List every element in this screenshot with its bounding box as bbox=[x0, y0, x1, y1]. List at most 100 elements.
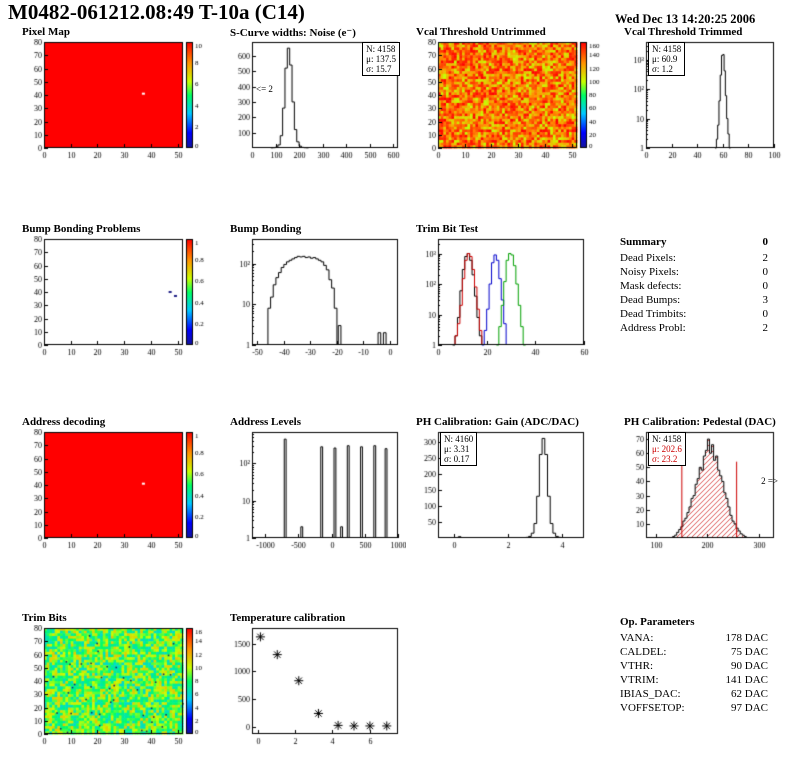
scurve-noise-title: S-Curve widths: Noise (e⁻) bbox=[230, 27, 356, 39]
trim-bits-title: Trim Bits bbox=[22, 612, 67, 624]
summary-label: Dead Trimbits: bbox=[620, 308, 687, 320]
op-parameter-label: VANA: bbox=[620, 632, 654, 644]
stat-sigma: σ: 15.7 bbox=[366, 64, 392, 74]
stat-sigma: σ: 0.17 bbox=[444, 454, 470, 464]
address-decoding-chart: Address decoding bbox=[18, 416, 210, 551]
pixel-map-title: Pixel Map bbox=[22, 26, 70, 38]
ph-gain-chart: PH Calibration: Gain (ADC/DAC) N: 4160 μ… bbox=[412, 416, 592, 551]
summary-panel: Summary 0 Dead Pixels: 2 Noisy Pixels: 0… bbox=[620, 236, 768, 335]
stat-entries: N: 4158 bbox=[366, 44, 396, 54]
summary-label: Noisy Pixels: bbox=[620, 266, 679, 278]
op-parameter-value: 62 DAC bbox=[731, 688, 768, 700]
bump-bonding-chart: Bump Bonding bbox=[226, 223, 406, 358]
bump-bonding-title: Bump Bonding bbox=[230, 223, 302, 235]
address-levels-canvas bbox=[226, 429, 406, 551]
op-parameter-value: 90 DAC bbox=[731, 660, 768, 672]
ph-gain-canvas bbox=[412, 429, 592, 551]
report-timestamp: Wed Dec 13 14:20:25 2006 bbox=[615, 12, 756, 26]
ph-pedestal-chart: PH Calibration: Pedestal (DAC) N: 4158 μ… bbox=[620, 416, 782, 551]
stat-sigma: σ: 1.2 bbox=[652, 64, 673, 74]
page-title: M0482-061212.08:49 T-10a (C14) bbox=[8, 0, 305, 24]
summary-value: 0 bbox=[762, 308, 769, 320]
summary-row: Address Probl: 2 bbox=[620, 321, 768, 335]
op-parameter-value: 75 DAC bbox=[731, 646, 768, 658]
op-parameters-heading-label: Op. Parameters bbox=[620, 616, 695, 628]
summary-value: 2 bbox=[762, 252, 769, 264]
op-parameter-label: VOFFSETOP: bbox=[620, 702, 685, 714]
vcal-trimmed-canvas bbox=[620, 39, 782, 161]
summary-heading-value: 0 bbox=[762, 236, 769, 248]
op-parameter-label: VTRIM: bbox=[620, 674, 659, 686]
op-parameters-panel: Op. Parameters VANA: 178 DAC CALDEL: 75 … bbox=[620, 616, 768, 715]
op-parameter-label: IBIAS_DAC: bbox=[620, 688, 681, 700]
address-decoding-title: Address decoding bbox=[22, 416, 106, 428]
address-levels-chart: Address Levels bbox=[226, 416, 406, 551]
summary-row: Dead Pixels: 2 bbox=[620, 251, 768, 265]
summary-value: 0 bbox=[762, 266, 769, 278]
bump-bonding-canvas bbox=[226, 236, 406, 358]
stat-mean: μ: 202.6 bbox=[652, 444, 682, 454]
stat-mean: μ: 137.5 bbox=[366, 54, 396, 64]
ph-pedestal-title: PH Calibration: Pedestal (DAC) bbox=[624, 416, 776, 428]
trim-bits-canvas bbox=[18, 625, 210, 747]
summary-row: Dead Trimbits: 0 bbox=[620, 307, 768, 321]
stat-mean: μ: 60.9 bbox=[652, 54, 678, 64]
vcal-untrimmed-title: Vcal Threshold Untrimmed bbox=[416, 26, 546, 38]
ph-pedestal-stats-box: N: 4158 μ: 202.6 σ: 23.2 bbox=[648, 432, 686, 466]
summary-row: Dead Bumps: 3 bbox=[620, 293, 768, 307]
stat-entries: N: 4158 bbox=[652, 44, 682, 54]
trim-bit-test-chart: Trim Bit Test bbox=[412, 223, 592, 358]
ph-gain-stats-box: N: 4160 μ: 3.31 σ: 0.17 bbox=[440, 432, 478, 466]
op-parameter-value: 178 DAC bbox=[725, 632, 768, 644]
vcal-trimmed-stats-box: N: 4158 μ: 60.9 σ: 1.2 bbox=[648, 42, 686, 76]
summary-label: Address Probl: bbox=[620, 322, 686, 334]
scurve-stats-box: N: 4158 μ: 137.5 σ: 15.7 bbox=[362, 42, 400, 76]
bump-problems-canvas bbox=[18, 236, 210, 358]
pixel-map-chart: Pixel Map bbox=[18, 26, 210, 161]
op-parameter-row: VANA: 178 DAC bbox=[620, 631, 768, 645]
stat-mean: μ: 3.31 bbox=[444, 444, 470, 454]
pixel-map-canvas bbox=[18, 39, 210, 161]
op-parameter-label: CALDEL: bbox=[620, 646, 667, 658]
summary-label: Mask defects: bbox=[620, 280, 682, 292]
op-parameter-value: 141 DAC bbox=[725, 674, 768, 686]
address-decoding-canvas bbox=[18, 429, 210, 551]
temperature-calibration-title: Temperature calibration bbox=[230, 612, 346, 624]
temperature-calibration-canvas bbox=[226, 625, 406, 747]
summary-value: 2 bbox=[762, 322, 769, 334]
op-parameter-row: CALDEL: 75 DAC bbox=[620, 645, 768, 659]
bump-problems-title: Bump Bonding Problems bbox=[22, 223, 141, 235]
stat-sigma: σ: 23.2 bbox=[652, 454, 678, 464]
summary-heading-label: Summary bbox=[620, 236, 667, 248]
summary-heading: Summary 0 bbox=[620, 236, 768, 248]
summary-label: Dead Bumps: bbox=[620, 294, 681, 306]
vcal-untrimmed-canvas bbox=[412, 39, 604, 161]
summary-row: Noisy Pixels: 0 bbox=[620, 265, 768, 279]
trim-bits-chart: Trim Bits bbox=[18, 612, 210, 747]
summary-row: Mask defects: 0 bbox=[620, 279, 768, 293]
stat-entries: N: 4160 bbox=[444, 434, 474, 444]
bump-problems-chart: Bump Bonding Problems bbox=[18, 223, 210, 358]
op-parameter-row: VTHR: 90 DAC bbox=[620, 659, 768, 673]
vcal-trimmed-chart: Vcal Threshold Trimmed N: 4158 μ: 60.9 σ… bbox=[620, 26, 782, 161]
summary-value: 3 bbox=[762, 294, 769, 306]
summary-label: Dead Pixels: bbox=[620, 252, 676, 264]
trim-bit-test-canvas bbox=[412, 236, 592, 358]
ph-pedestal-canvas bbox=[620, 429, 782, 551]
op-parameter-row: VOFFSETOP: 97 DAC bbox=[620, 701, 768, 715]
op-parameter-label: VTHR: bbox=[620, 660, 653, 672]
op-parameter-row: IBIAS_DAC: 62 DAC bbox=[620, 687, 768, 701]
trim-bit-test-title: Trim Bit Test bbox=[416, 223, 479, 235]
address-levels-title: Address Levels bbox=[230, 416, 301, 428]
scurve-underflow-annotation: <= 2 bbox=[256, 84, 273, 94]
op-parameters-heading: Op. Parameters bbox=[620, 616, 768, 628]
ph-pedestal-overflow-annotation: 2 => bbox=[761, 476, 778, 486]
stat-entries: N: 4158 bbox=[652, 434, 682, 444]
vcal-untrimmed-chart: Vcal Threshold Untrimmed bbox=[412, 26, 604, 161]
op-parameter-row: VTRIM: 141 DAC bbox=[620, 673, 768, 687]
temperature-calibration-chart: Temperature calibration bbox=[226, 612, 406, 747]
op-parameter-value: 97 DAC bbox=[731, 702, 768, 714]
vcal-trimmed-title: Vcal Threshold Trimmed bbox=[624, 26, 743, 38]
summary-value: 0 bbox=[762, 280, 769, 292]
